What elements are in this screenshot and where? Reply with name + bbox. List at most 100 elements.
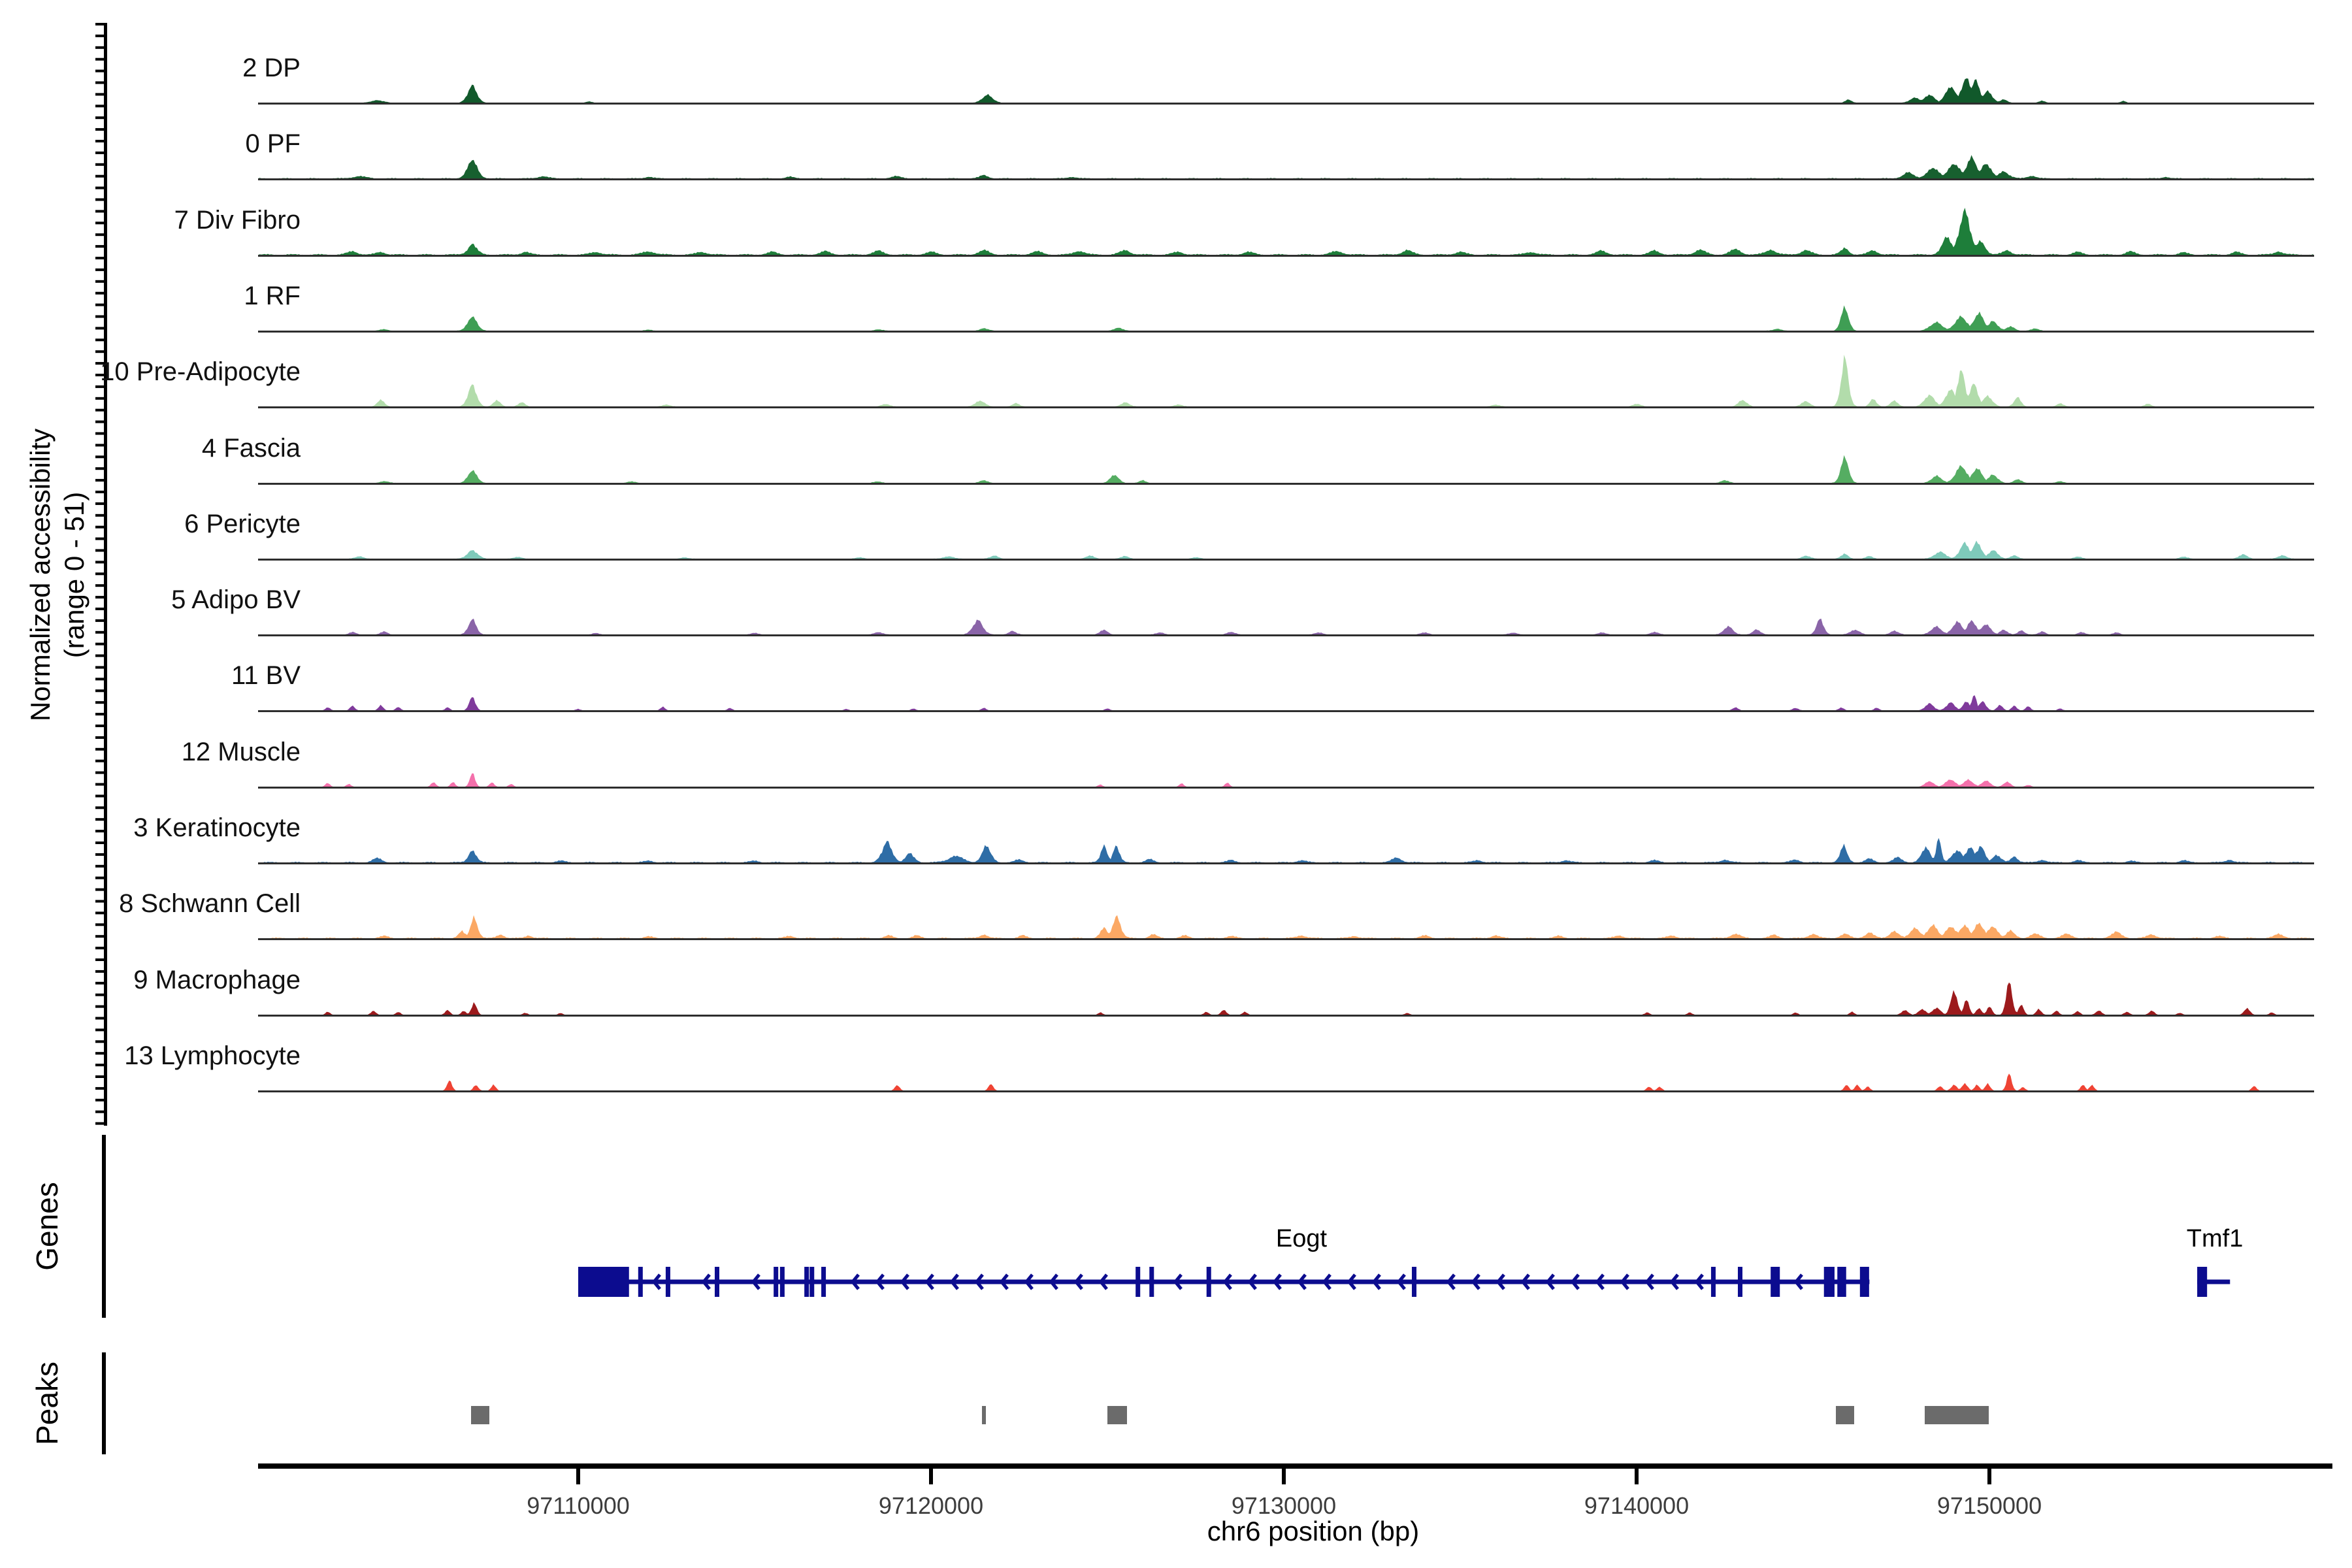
y-axis-tick [95,280,104,283]
gene-strand-arrow-icon [1222,1273,1232,1290]
y-axis-tick [95,666,104,669]
gene-strand-arrow-icon [1620,1273,1629,1290]
y-axis-tick [95,1005,104,1008]
y-axis-tick [95,958,104,961]
track-signal-0-pf [258,155,2314,180]
y-axis-tick [95,432,104,435]
y-axis-tick [95,630,104,634]
track-label-9-macrophage: 9 Macrophage [133,965,301,994]
y-axis-tick [95,689,104,693]
track-label-11-bv: 11 BV [231,661,301,691]
y-axis-tick [95,315,104,318]
gene-exon [578,1267,629,1297]
x-axis-title: chr6 position (bp) [1207,1516,1420,1546]
gene-exon [1823,1267,1835,1297]
track-signal-area [258,155,2314,180]
y-axis-tick [95,34,104,37]
y-axis-tick [95,970,104,973]
y-axis-tick [95,408,104,412]
gene-strand-arrow-icon [1049,1273,1058,1290]
y-axis-tick [95,105,104,108]
y-axis-tick [95,1075,104,1078]
y-axis-tick [95,1028,104,1032]
track-baseline [258,634,2314,637]
track-label-0-pf: 0 PF [245,129,301,159]
track-baseline [258,482,2314,485]
y-axis-tick [95,993,104,996]
y-axis-tick [95,81,104,84]
x-axis-tick [576,1469,580,1484]
y-axis-tick [95,561,104,564]
y-axis-tick [95,221,104,225]
y-axis-tick [95,654,104,657]
y-axis-tick [95,923,104,926]
track-baseline [258,786,2314,789]
genes-panel-label: Genes [30,1182,64,1271]
track-baseline [258,558,2314,561]
peaks-panel-label: Peaks [30,1362,64,1445]
gene-exon [638,1267,643,1297]
gene-exon [804,1267,809,1297]
gene-exon [1837,1267,1846,1297]
x-axis-tick [929,1469,933,1484]
y-axis-tick [95,771,104,774]
track-signal-5-adipo-bv [258,618,2314,636]
y-axis-tick [95,444,104,447]
tracks-y-axis-ruler [95,23,107,1126]
gene-strand-arrow-icon [1570,1273,1580,1290]
y-axis-tick [95,1110,104,1113]
peaks-axis-bracket [102,1352,106,1454]
y-axis-tick [95,257,104,259]
x-axis-tick [1282,1469,1286,1484]
gene-strand-arrow-icon [701,1273,711,1290]
track-signal-10-pre-adipocyte [258,355,2314,408]
track-signal-6-pericyte [258,540,2314,559]
y-axis-tick [95,210,104,213]
track-label-2-dp: 2 DP [242,54,301,82]
y-axis-tick [95,140,104,142]
y-axis-tick [95,911,104,915]
y-axis-tick [95,608,104,610]
y-axis-tick [95,151,104,154]
y-axis-tick [95,525,104,529]
gene-strand-arrow-icon [900,1273,909,1290]
gene-strand-arrow-icon [1495,1273,1505,1290]
y-axis-tick [95,46,104,49]
y-axis-tick [95,303,104,306]
y-axis-tick [95,116,104,120]
y-axis-tick [95,327,104,330]
track-signal-area [258,982,2314,1015]
y-axis-tick [95,491,104,493]
y-axis-tick [95,1040,104,1043]
track-baseline [258,178,2314,181]
gene-track: Eogt Tmf1 [578,1225,2243,1297]
gene-strand-arrow-icon [1347,1273,1356,1290]
gene-strand-arrow-icon [1446,1273,1456,1290]
y-axis-tick [95,619,104,622]
gene-exon [1149,1267,1154,1297]
track-signal-2-dp [258,78,2314,103]
track-label-4-fascia: 4 Fascia [201,433,301,463]
gene-strand-arrow-icon [1098,1273,1108,1290]
y-axis-tick [95,420,104,423]
y-axis-tick [95,69,104,73]
y-axis-tick [95,268,104,271]
y-axis-tick [95,981,104,985]
gene-strand-arrow-icon [651,1273,661,1290]
genes-axis-bracket [102,1135,106,1318]
track-signal-7-div-fibro [258,207,2314,255]
y-axis-tick [95,455,104,459]
x-axis-tick-label: 97130000 [1231,1492,1337,1519]
gene-strand-arrow-icon [1694,1273,1704,1290]
y-axis-tick [95,1017,104,1020]
gene-strand-arrow-icon [1520,1273,1530,1290]
y-axis-tick [95,374,104,376]
y-axis-tick [95,947,104,950]
y-axis-tick [95,479,104,482]
gene-strand-arrow-icon [949,1273,959,1290]
y-axis-tick [95,900,104,903]
y-axis-tick [95,818,104,821]
gene-exon [779,1267,785,1297]
y-axis-tick [95,1122,104,1125]
